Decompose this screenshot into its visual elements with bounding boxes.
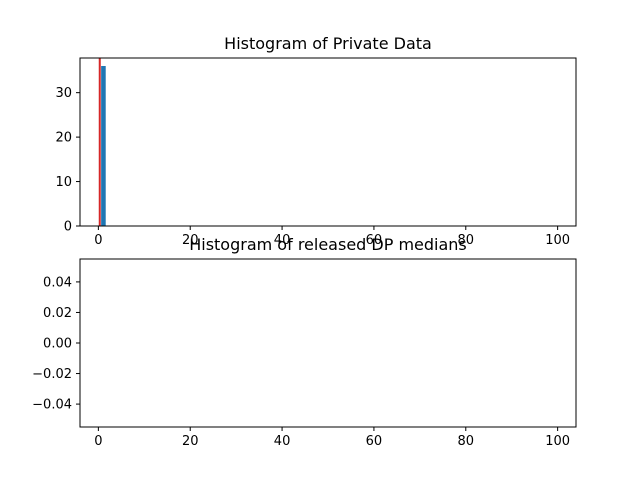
y-tick-label: 20 — [55, 131, 72, 146]
x-tick-label: 0 — [94, 233, 102, 248]
x-tick-label: 100 — [545, 434, 570, 449]
x-tick-label: 40 — [274, 434, 291, 449]
x-tick-label: 20 — [182, 233, 199, 248]
y-tick-label: −0.04 — [32, 398, 72, 413]
axes-frame — [79, 258, 577, 428]
x-axis-ticks: 0 20 40 60 80 100 — [94, 427, 570, 449]
x-tick-label: 80 — [458, 434, 475, 449]
chart-title: Histogram of Private Data — [224, 34, 432, 53]
histogram-bar — [101, 66, 106, 226]
y-tick-label: 0.00 — [43, 337, 72, 352]
x-tick-label: 0 — [94, 434, 102, 449]
y-axis-ticks: 0 10 20 30 — [55, 86, 80, 235]
y-axis-ticks: 0.04 0.02 0.00 −0.02 −0.04 — [32, 275, 80, 413]
y-tick-label: 30 — [55, 86, 72, 101]
y-tick-label: 10 — [55, 175, 72, 190]
x-axis-ticks: 0 20 40 60 80 100 — [94, 226, 570, 248]
x-tick-label: 80 — [458, 233, 475, 248]
x-tick-label: 40 — [274, 233, 291, 248]
axes-frame — [79, 57, 577, 227]
y-tick-label: 0.04 — [43, 275, 72, 290]
private-data-histogram: Histogram of Private Data 0 10 20 30 0 20 40 6… — [55, 34, 577, 248]
dp-medians-histogram: 0.04 0.02 0.00 −0.02 −0.04 0 20 40 60 80 100 Hist… — [32, 235, 577, 449]
x-tick-label: 60 — [366, 233, 383, 248]
y-tick-label: −0.02 — [32, 367, 72, 382]
x-tick-label: 100 — [545, 233, 570, 248]
chart-title: Histogram of released DP medians — [189, 235, 467, 254]
x-tick-label: 60 — [366, 434, 383, 449]
x-tick-label: 20 — [182, 434, 199, 449]
histogram-bars — [98, 58, 106, 226]
y-tick-label: 0.02 — [43, 306, 72, 321]
y-tick-label: 0 — [64, 220, 72, 235]
